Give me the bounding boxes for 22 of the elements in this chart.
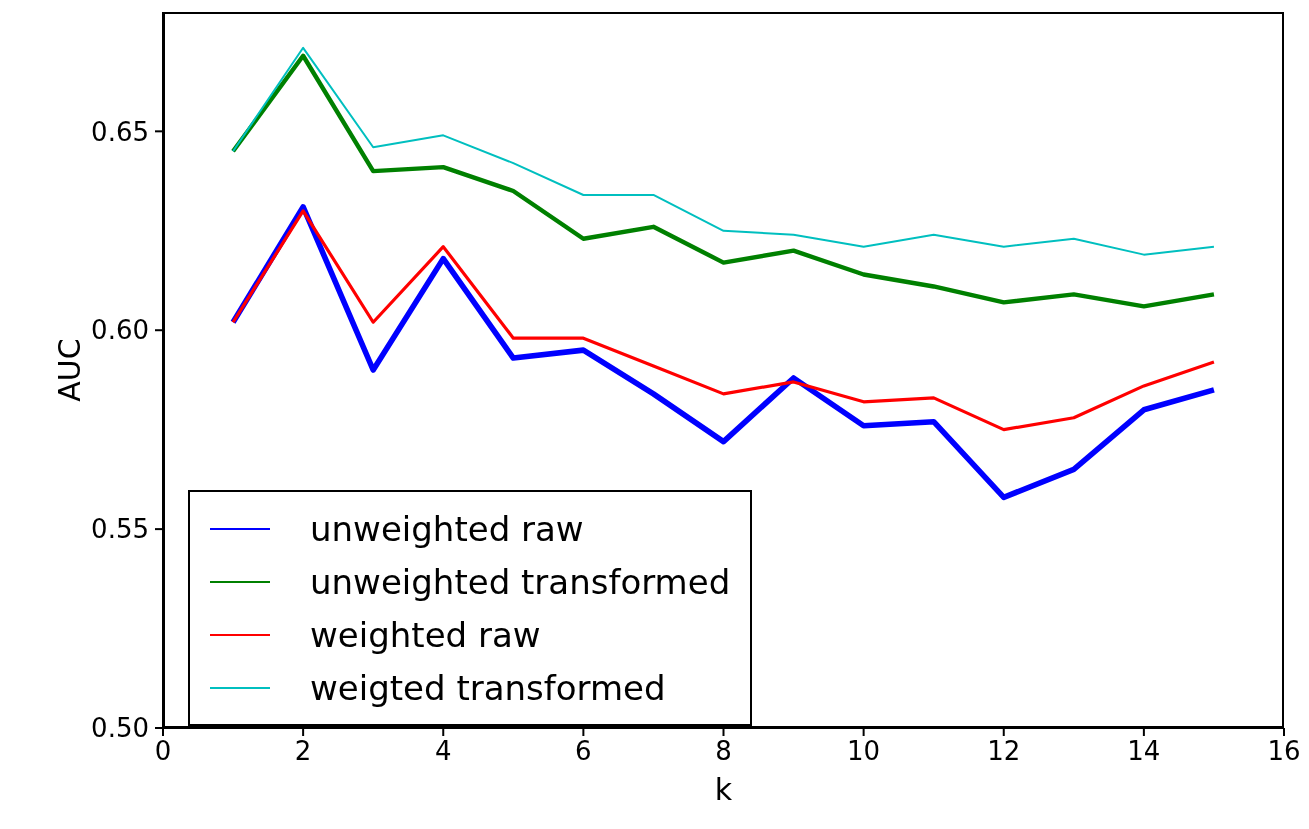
legend-label: unweighted raw: [310, 508, 584, 549]
y-tick-label: 0.60: [91, 315, 149, 346]
x-tick-label: 16: [1267, 736, 1301, 767]
x-tick-label: 4: [434, 736, 452, 767]
line-series: [232, 46, 1215, 256]
x-tick-label: 6: [575, 736, 592, 767]
legend-label: weigted transformed: [310, 667, 666, 708]
legend-label: unweighted transformed: [310, 561, 731, 602]
y-tick-label: 0.55: [91, 514, 149, 545]
legend-label: weighted raw: [310, 614, 541, 655]
x-tick-label: 8: [715, 736, 732, 767]
x-tick-label: 10: [847, 736, 881, 767]
line-series: [231, 209, 1216, 432]
line-series: [230, 53, 1217, 309]
x-tick-label: 0: [154, 736, 172, 767]
y-tick-label: 0.65: [91, 116, 149, 147]
y-tick-label: 0.50: [91, 713, 149, 744]
x-axis-title: k: [714, 772, 733, 807]
x-tick-label: 12: [987, 736, 1021, 767]
y-axis-title: AUC: [51, 338, 87, 402]
x-tick-label: 2: [294, 736, 312, 767]
x-tick-label: 14: [1127, 736, 1161, 767]
